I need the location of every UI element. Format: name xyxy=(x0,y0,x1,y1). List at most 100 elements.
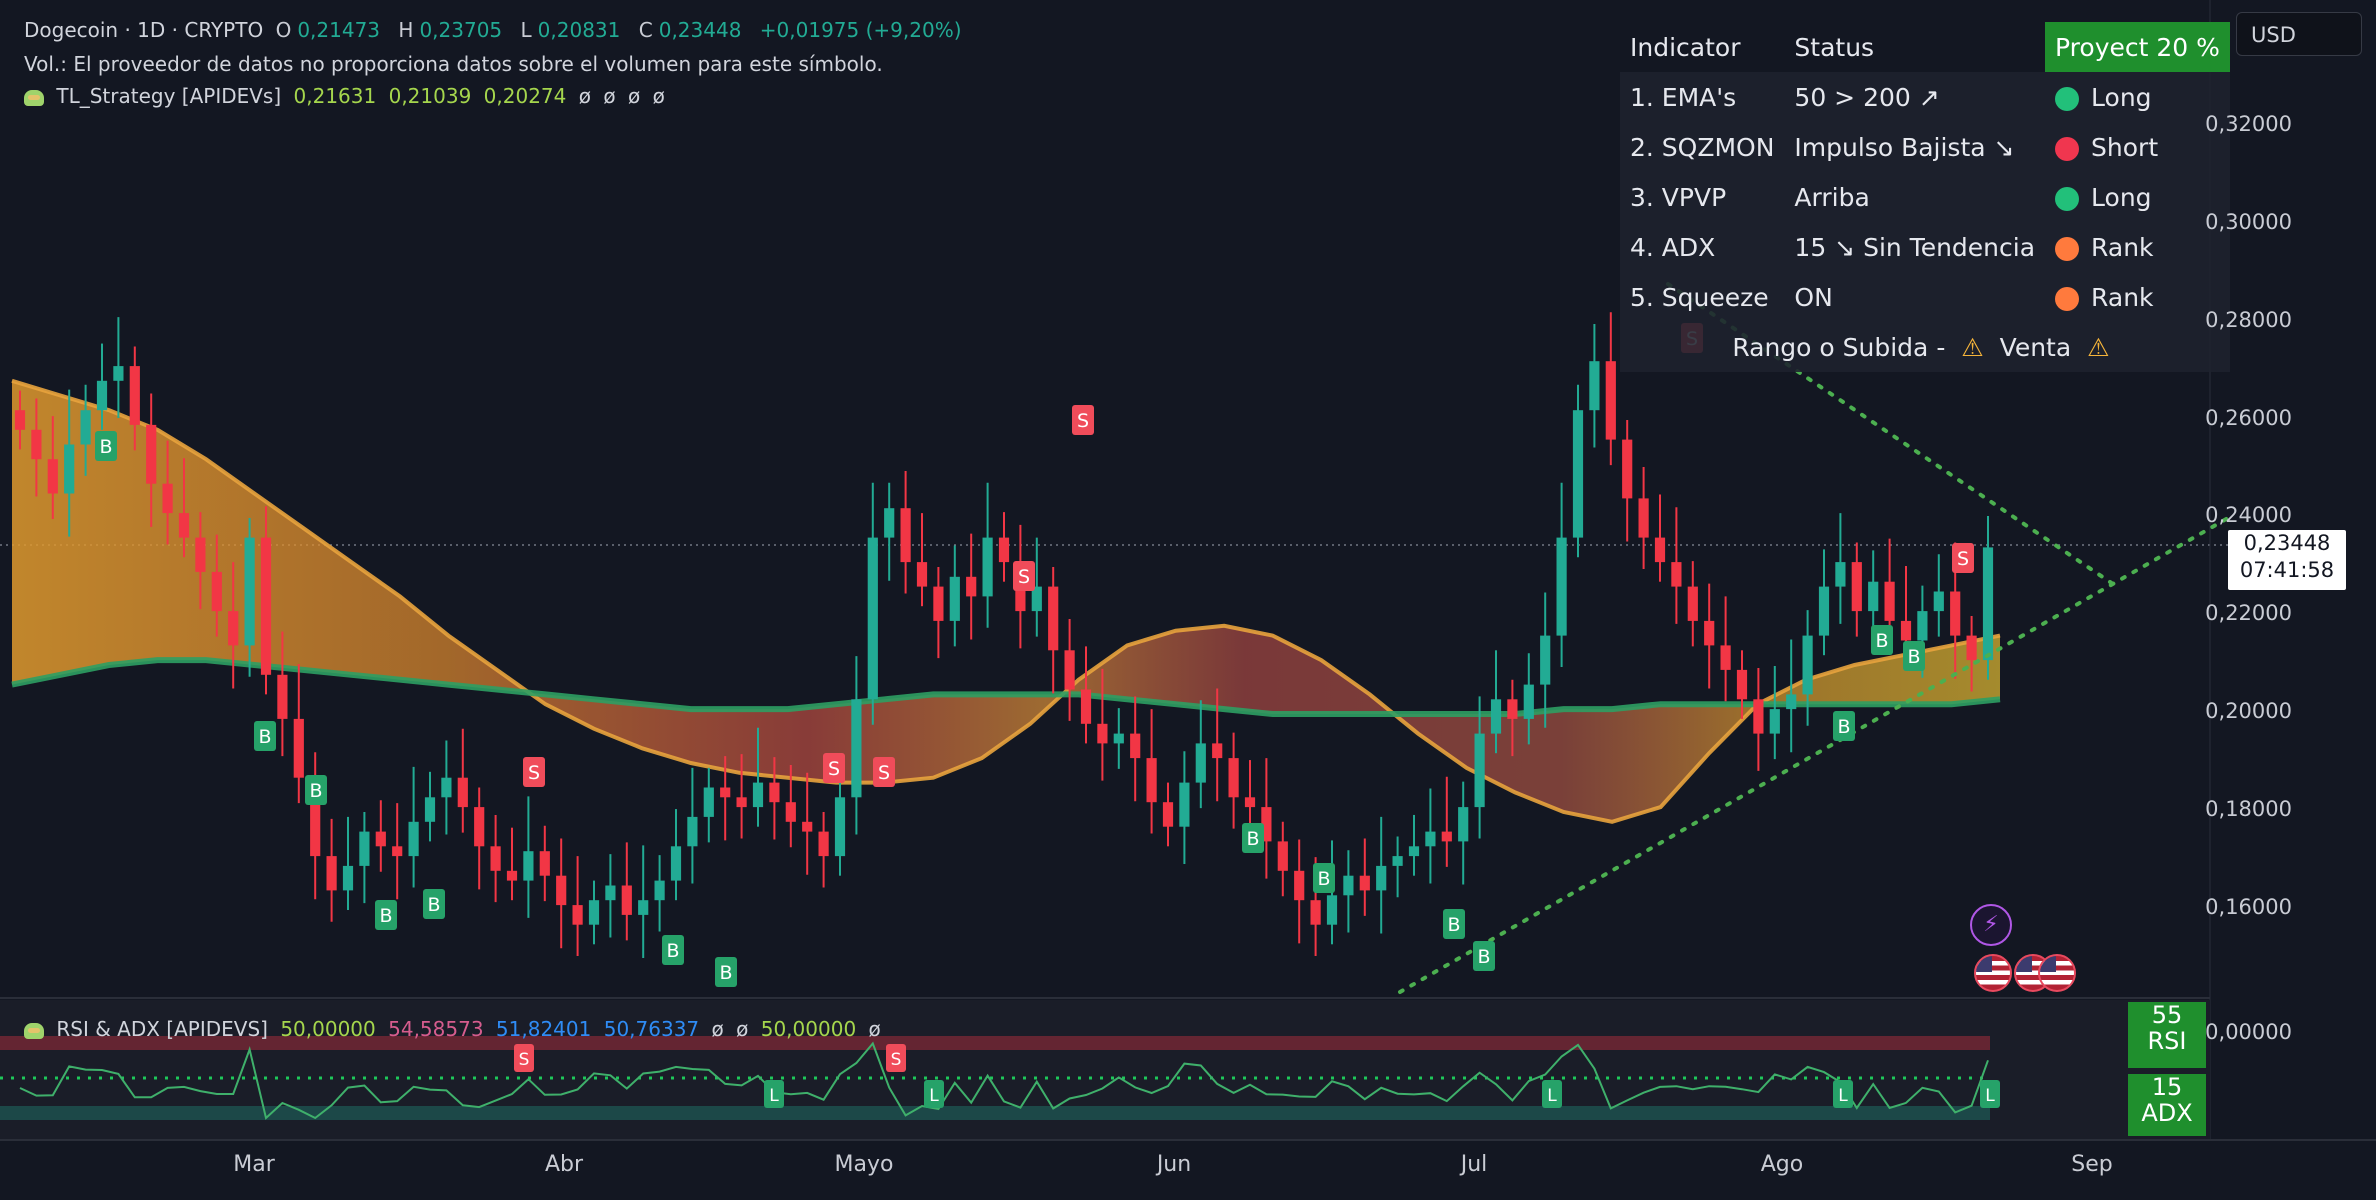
candle-body xyxy=(900,508,911,563)
candle-body xyxy=(802,821,813,832)
signal-label: Long xyxy=(2091,82,2152,112)
signal-label-box xyxy=(1443,909,1465,939)
candle-body xyxy=(1458,807,1469,842)
time-axis-label: Mayo xyxy=(834,1152,894,1177)
candle-body xyxy=(1802,635,1813,695)
time-axis-label: Jul xyxy=(1460,1152,1488,1177)
rsi-oversold-band xyxy=(0,1106,1990,1120)
candle-body xyxy=(1523,684,1534,719)
candle-body xyxy=(1982,547,1994,661)
rsi-empty: ø xyxy=(868,1017,881,1041)
candle-body xyxy=(1376,865,1387,891)
sell-signal-label: S xyxy=(523,757,545,787)
table-row: 1. EMA's 50 > 200 ↗ Long xyxy=(1620,72,2230,122)
rsi-legend[interactable]: RSI & ADX [APIDEVS] 50,00000 54,58573 51… xyxy=(24,1017,887,1041)
candle-body xyxy=(654,880,665,901)
trend-lines xyxy=(1398,282,2230,994)
ema-cloud-fill xyxy=(12,380,2000,822)
us-flag-icon[interactable] xyxy=(1974,954,2012,992)
price-axis-label: 0,28000 xyxy=(2205,308,2292,332)
open-label: O xyxy=(275,18,292,42)
candle-body xyxy=(949,576,960,621)
signal-label-text: L xyxy=(1547,1086,1557,1106)
buy-signal-label: B xyxy=(1903,641,1925,671)
signal-label-box xyxy=(924,1080,944,1108)
bull-icon xyxy=(24,89,44,106)
candle-body xyxy=(1146,758,1157,803)
candle-body xyxy=(851,699,862,798)
candle-countdown: 07:41:58 xyxy=(2239,558,2335,582)
candle-body xyxy=(769,782,780,803)
close-label: C xyxy=(638,18,653,42)
signal-label-box xyxy=(1242,823,1264,853)
candle-body xyxy=(1294,870,1305,901)
signal-label-text: S xyxy=(878,762,890,784)
lightning-icon[interactable]: ⚡ xyxy=(1970,904,2012,946)
candle-body xyxy=(818,831,829,857)
buy-signal-label: B xyxy=(1313,863,1335,893)
candle-body xyxy=(1671,562,1682,587)
candle-body xyxy=(834,797,846,857)
candle-body xyxy=(47,459,58,494)
signal-label-box xyxy=(764,1080,784,1108)
volume-notice: Vol.: El proveedor de datos no proporcio… xyxy=(24,52,883,76)
currency-selector[interactable]: USD xyxy=(2236,12,2362,56)
candle-body xyxy=(638,900,649,915)
grid-layer xyxy=(0,0,2228,1140)
signal-label-text: S xyxy=(1018,566,1030,588)
signal-label-text: S xyxy=(891,1050,902,1070)
signal-cell: Long xyxy=(2045,172,2230,222)
summary-left: Rango o Subida - xyxy=(1732,332,1946,362)
candle-body xyxy=(1326,895,1338,925)
candle-body xyxy=(1851,562,1862,612)
rsi-value: 54,58573 xyxy=(388,1017,484,1041)
rsi-panel-bg xyxy=(0,1000,2210,1140)
candle-body xyxy=(1966,635,1977,661)
buy-signal-label: B xyxy=(715,957,737,987)
signal-label-box xyxy=(305,775,327,805)
sell-signal-label: S xyxy=(1952,543,1974,573)
status-cell: ON xyxy=(1794,282,1833,312)
price-axis-label: 0,26000 xyxy=(2205,406,2292,430)
short-signal-label: S xyxy=(886,1044,906,1072)
open-value: 0,21473 xyxy=(297,18,381,42)
table-row: 2. SQZMON Impulso Bajista ↘ Short xyxy=(1620,122,2230,172)
candle-body xyxy=(1769,709,1780,734)
signal-label-text: B xyxy=(379,905,392,927)
strategy-legend[interactable]: TL_Strategy [APIDEVs] 0,21631 0,21039 0,… xyxy=(24,84,671,108)
candle-body xyxy=(310,777,321,857)
candle-body xyxy=(1031,586,1042,612)
indicator-cell: 4. ADX xyxy=(1630,232,1716,262)
signal-label-box xyxy=(715,957,737,987)
us-flag-icon[interactable] xyxy=(2038,954,2076,992)
header-indicator: Indicator xyxy=(1630,32,1741,62)
status-cell: Impulso Bajista ↘ xyxy=(1794,132,2015,162)
candle-body xyxy=(1786,694,1797,710)
candle-body xyxy=(178,513,190,538)
candle-body xyxy=(64,444,75,494)
buy-signal-label: B xyxy=(375,900,397,930)
signal-cell: Rank xyxy=(2045,222,2230,272)
candle-body xyxy=(605,885,616,901)
support-trendline xyxy=(1398,516,2230,994)
strategy-empty: ø xyxy=(603,84,616,108)
bull-icon xyxy=(24,1022,44,1039)
candle-body xyxy=(1868,581,1879,612)
signal-label-text: L xyxy=(769,1086,779,1106)
candle-body xyxy=(1556,537,1567,636)
time-axis-label: Ago xyxy=(1760,1152,1804,1177)
candle-body xyxy=(342,865,354,891)
candle-body xyxy=(1474,733,1485,808)
signal-label-text: B xyxy=(719,962,732,984)
low-label: L xyxy=(520,18,532,42)
candle-body xyxy=(260,537,272,675)
time-axis-label: Jun xyxy=(1156,1152,1192,1177)
candle-body xyxy=(539,851,550,876)
buy-signal-label: B xyxy=(95,431,117,461)
candle-body xyxy=(408,821,419,857)
table-row: 4. ADX 15 ↘ Sin Tendencia Rank xyxy=(1620,222,2230,272)
price-axis-label: 0,18000 xyxy=(2205,797,2292,821)
buy-signal-label: B xyxy=(1871,625,1893,655)
candle-body xyxy=(1113,733,1124,744)
